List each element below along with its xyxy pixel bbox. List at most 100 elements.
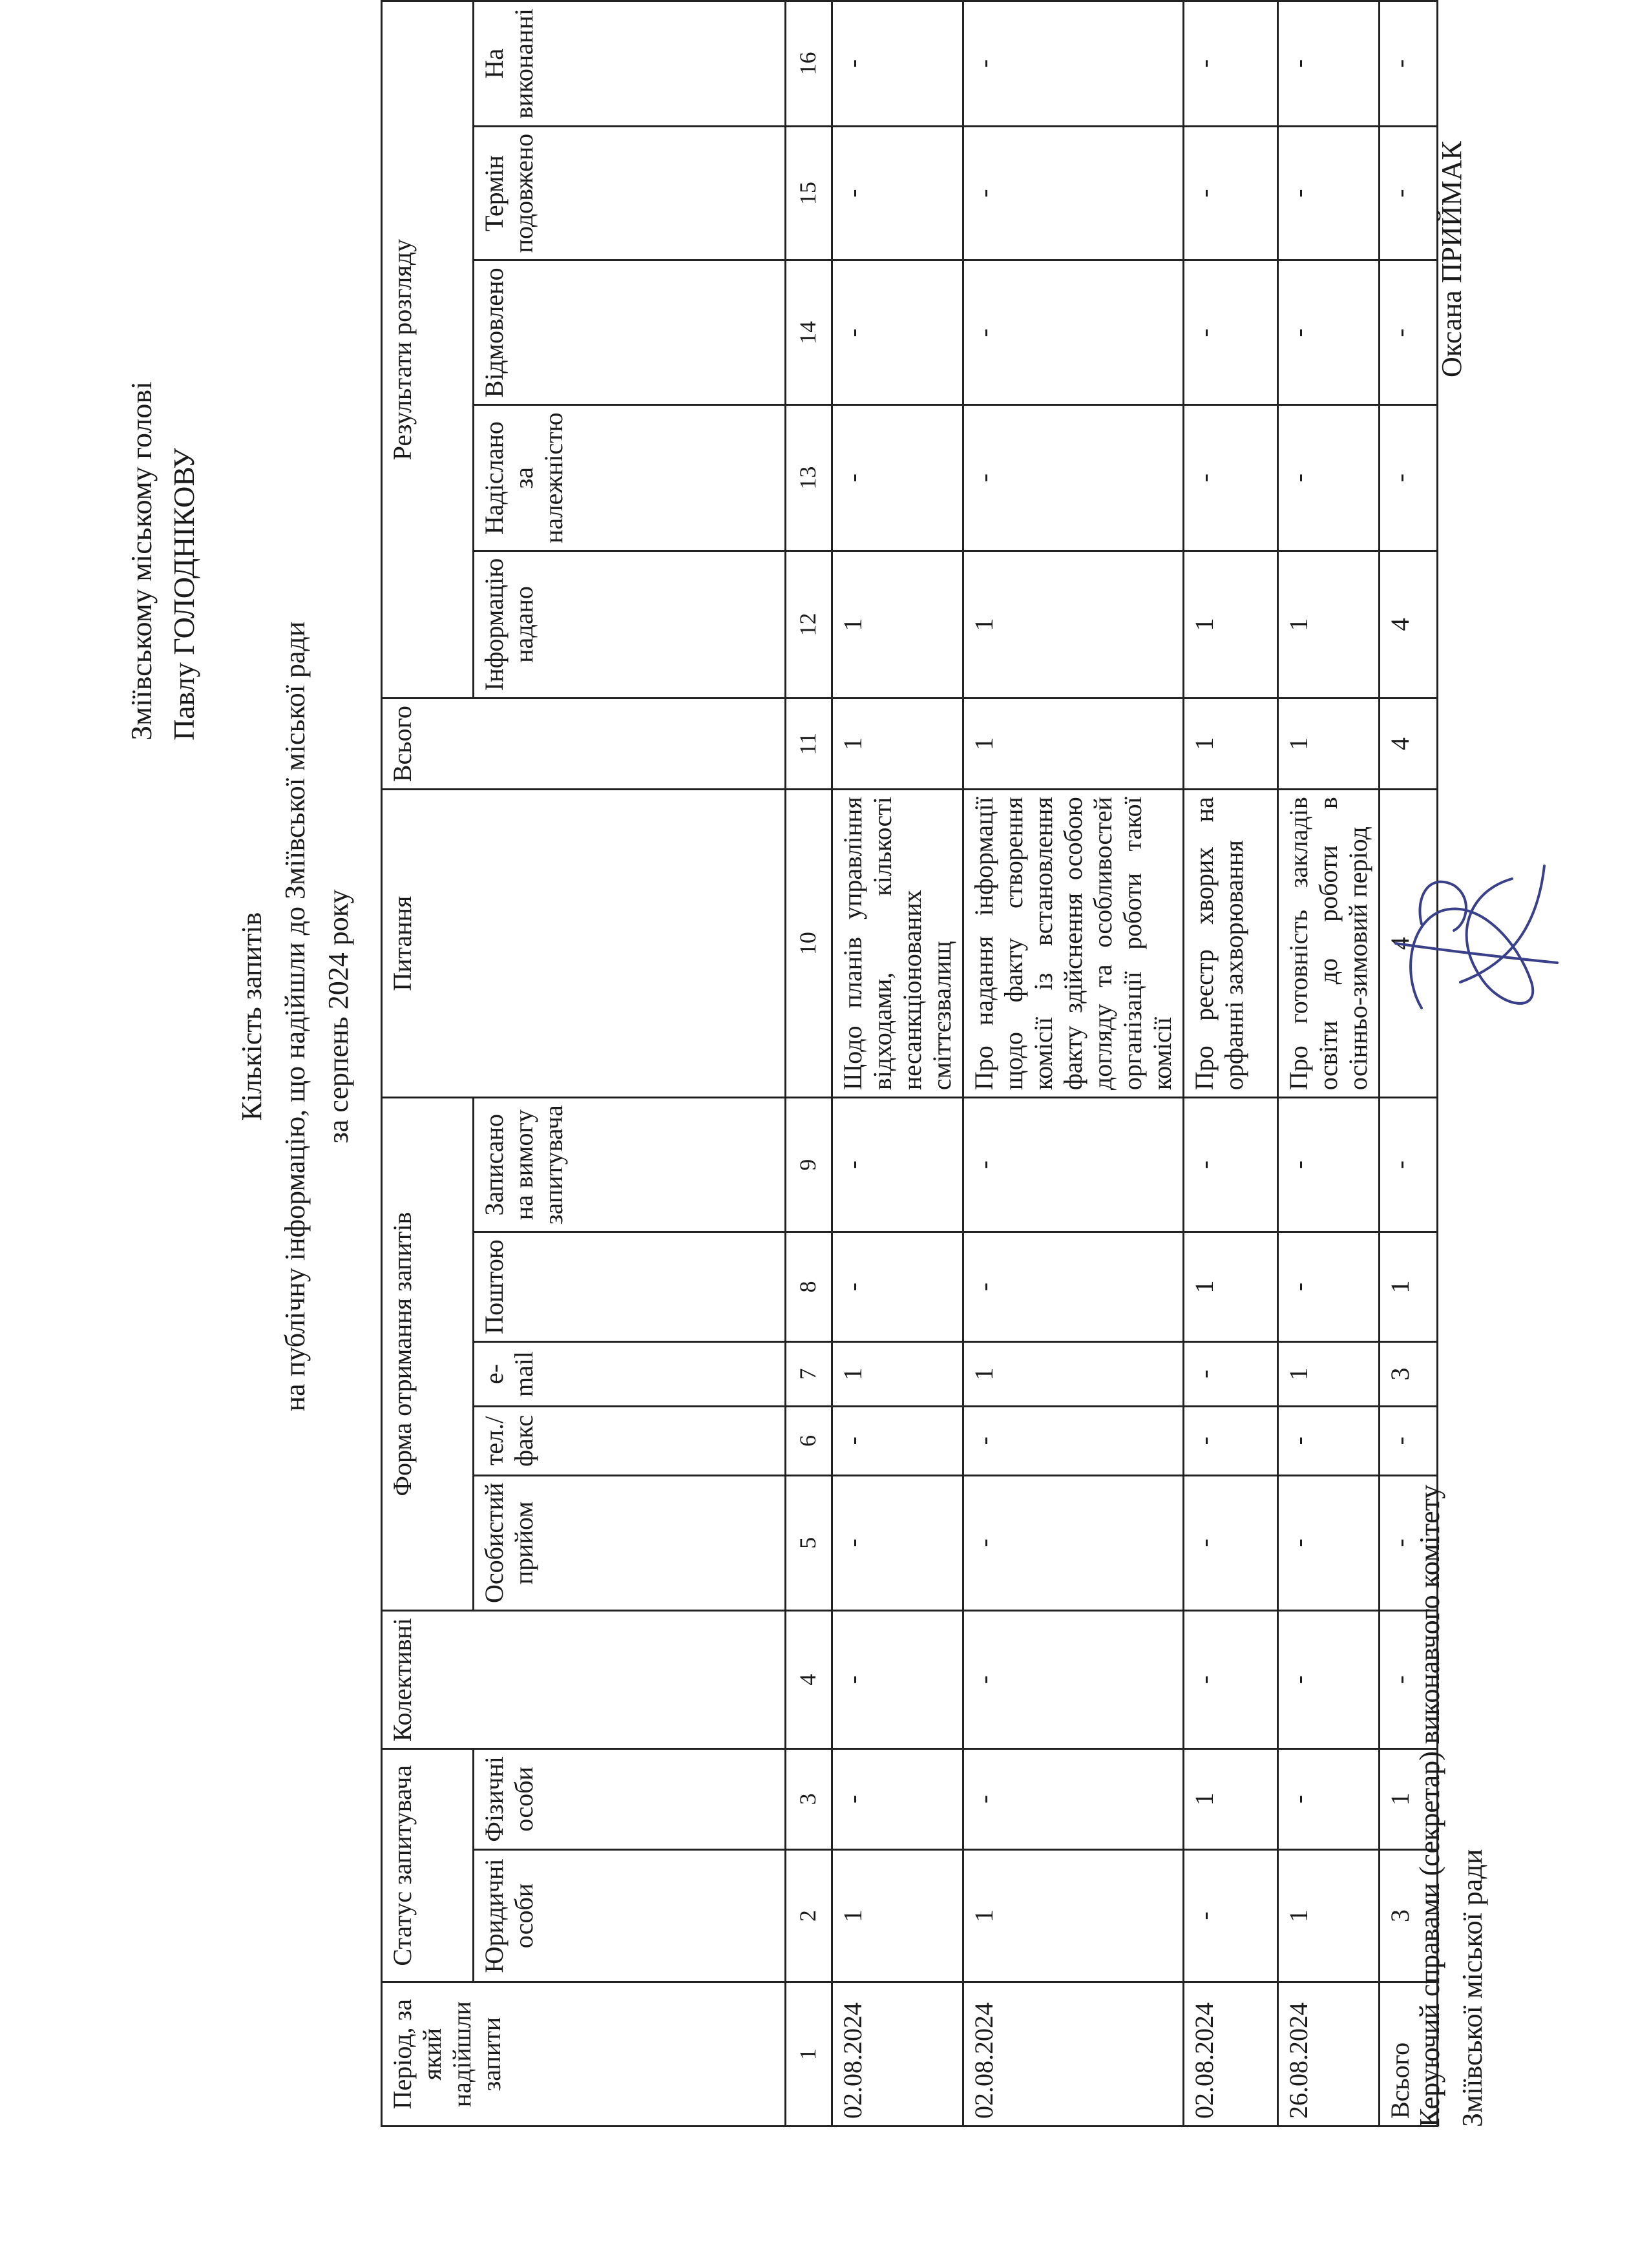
value-cell: -: [1183, 1406, 1278, 1476]
value-cell: 1: [1277, 1341, 1380, 1407]
value-cell: -: [963, 1097, 1184, 1232]
value-cell: 1: [963, 1849, 1184, 1982]
header-results-group: Результати розгляду: [381, 1, 474, 698]
value-cell: -: [1183, 1849, 1278, 1982]
value-cell: 1: [1277, 1849, 1380, 1982]
value-cell: -: [1183, 126, 1278, 260]
value-cell: 1: [1183, 551, 1278, 698]
value-cell: 4: [1379, 551, 1438, 698]
table-row: 02.08.2024-1- - - -1- Про реєстр хворих на о…: [1183, 1, 1278, 2126]
value-cell: 4: [1379, 698, 1438, 790]
value-cell: -: [1379, 1406, 1438, 1476]
value-cell: 1: [963, 698, 1184, 790]
value-cell: -: [1183, 260, 1278, 405]
question-cell: Про реєстр хворих на орфаннi захворюванн…: [1183, 789, 1278, 1098]
signature-image: [1394, 865, 1559, 1009]
header-personal: Особистий прийом: [473, 1475, 786, 1611]
column-number: 14: [785, 260, 832, 405]
column-number: 7: [785, 1341, 832, 1407]
value-cell: -: [1277, 1097, 1380, 1232]
value-cell: -: [832, 1610, 963, 1749]
header-status-group: Статус запитувача: [381, 1748, 474, 1982]
value-cell: -: [963, 1232, 1184, 1342]
value-cell: 1: [963, 1341, 1184, 1407]
value-cell: -: [1277, 126, 1380, 260]
header-provided: Iнформацiю надано: [473, 551, 786, 698]
value-cell: -: [963, 1610, 1184, 1749]
value-cell: -: [1379, 404, 1438, 551]
value-cell: -: [963, 1748, 1184, 1850]
value-cell: -: [832, 1748, 963, 1850]
value-cell: 1: [1277, 551, 1380, 698]
column-number: 4: [785, 1610, 832, 1749]
document-title: Кiлькiсть запитiв на публiчну iнформацiю…: [236, 621, 354, 1412]
header-in-progress: На виконаннi: [473, 1, 786, 127]
value-cell: 3: [1379, 1341, 1438, 1407]
value-cell: -: [1379, 1097, 1438, 1232]
header-refused: Вiдмовлено: [473, 260, 786, 405]
value-cell: -: [1183, 1475, 1278, 1611]
value-cell: -: [1183, 1097, 1278, 1232]
value-cell: -: [963, 1, 1184, 127]
header-forwarded: Надiслано за належнiстю: [473, 404, 786, 551]
value-cell: -: [832, 126, 963, 260]
column-number: 1: [785, 1982, 832, 2126]
signatory-name: Оксана ПРИЙМАК: [1436, 141, 1467, 377]
date-cell: 26.08.2024: [1277, 1982, 1380, 2126]
value-cell: -: [1277, 1406, 1380, 1476]
value-cell: 1: [832, 1849, 963, 1982]
value-cell: -: [1379, 1, 1438, 127]
column-number: 16: [785, 1, 832, 127]
value-cell: -: [963, 1475, 1184, 1611]
column-number: 12: [785, 551, 832, 698]
table-row: 02.08.2024 1- - - -1- - Щодо планiв управлiння…: [832, 1, 963, 2126]
value-cell: -: [1277, 1475, 1380, 1611]
column-number: 9: [785, 1097, 832, 1232]
column-number: 5: [785, 1475, 832, 1611]
header-total: Всього: [381, 698, 786, 790]
addressee: Змiївському мiському головi Павлу ГОЛОДН…: [125, 381, 200, 740]
column-number: 15: [785, 126, 832, 260]
value-cell: -: [1277, 260, 1380, 405]
table-row: 02.08.2024 1- - - -1- - Про надання iнформацiї…: [963, 1, 1184, 2126]
header-legal: Юридичнi особи: [473, 1849, 786, 1982]
value-cell: -: [832, 1, 963, 127]
header-phone: тел./факс: [473, 1406, 786, 1476]
column-number: 2: [785, 1849, 832, 1982]
value-cell: -: [1277, 1, 1380, 127]
column-number: 3: [785, 1748, 832, 1850]
value-cell: -: [832, 404, 963, 551]
column-number: 10: [785, 789, 832, 1098]
header-post: Поштою: [473, 1232, 786, 1342]
value-cell: -: [832, 1475, 963, 1611]
date-cell: 02.08.2024: [832, 1982, 963, 2126]
value-cell: 1: [1183, 1748, 1278, 1850]
column-numbers-row: 1 2 3 4 5 6 7 8 9 10 11 12 13 14 15 16: [785, 1, 832, 2126]
value-cell: -: [1183, 1341, 1278, 1407]
header-physical: Фiзичнi особи: [473, 1748, 786, 1850]
value-cell: -: [1277, 1610, 1380, 1749]
column-number: 13: [785, 404, 832, 551]
value-cell: 1: [1183, 1232, 1278, 1342]
table-row: 26.08.2024 1- - - -1- - Про готовнiсть закладi…: [1277, 1, 1380, 2126]
value-cell: 1: [963, 551, 1184, 698]
value-cell: -: [963, 1406, 1184, 1476]
question-cell: Про надання iнформацiї щодо факту створе…: [963, 789, 1184, 1098]
question-cell: Щодо планiв управлiння вiдходами, кiлько…: [832, 789, 963, 1098]
value-cell: -: [963, 404, 1184, 551]
value-cell: -: [1183, 1, 1278, 127]
header-extended: Термiн подовжено: [473, 126, 786, 260]
requests-table: Перiод, за який надiйшли запити Статус з…: [381, 0, 1438, 2127]
value-cell: -: [963, 260, 1184, 405]
column-number: 6: [785, 1406, 832, 1476]
value-cell: 1: [1183, 698, 1278, 790]
value-cell: -: [1277, 404, 1380, 551]
header-question: Питання: [381, 789, 786, 1098]
value-cell: -: [1277, 1748, 1380, 1850]
value-cell: 1: [832, 1341, 963, 1407]
date-cell: 02.08.2024: [1183, 1982, 1278, 2126]
value-cell: -: [1277, 1232, 1380, 1342]
header-on-demand: Записано на вимогу запитувача: [473, 1097, 786, 1232]
column-number: 11: [785, 698, 832, 790]
